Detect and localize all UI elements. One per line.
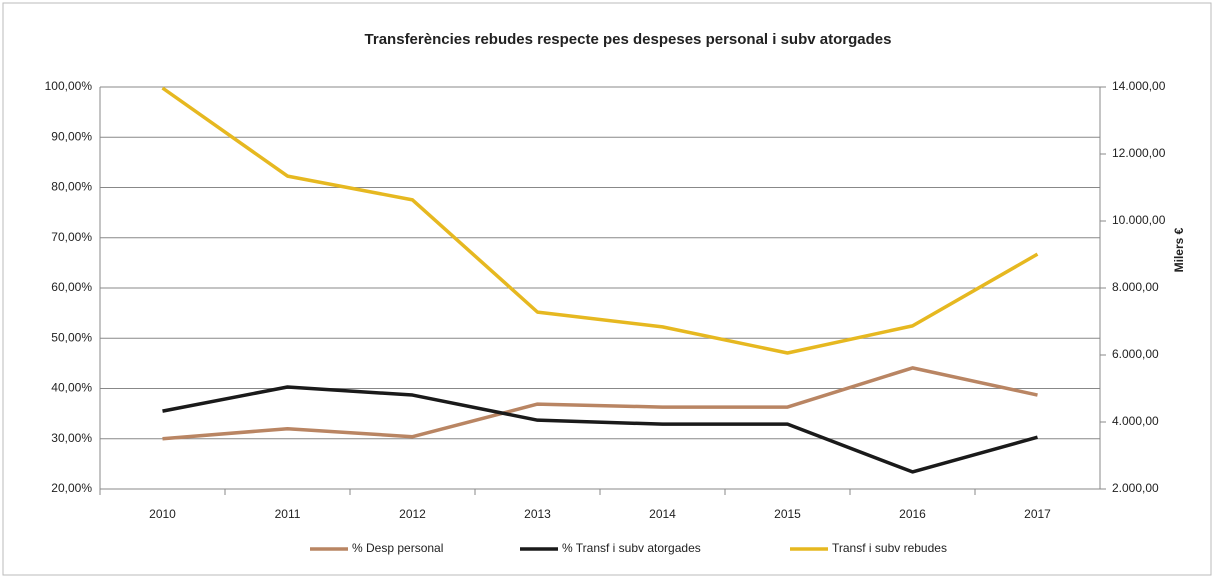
x-tick-label: 2013 bbox=[524, 507, 551, 521]
y-tick-label: 50,00% bbox=[51, 330, 92, 344]
y2-tick-label: 6.000,00 bbox=[1112, 347, 1159, 361]
x-tick-label: 2010 bbox=[149, 507, 176, 521]
legend-label: % Desp personal bbox=[352, 541, 443, 555]
y-tick-label: 40,00% bbox=[51, 381, 92, 395]
legend-label: % Transf i subv atorgades bbox=[562, 541, 701, 555]
y-tick-label: 80,00% bbox=[51, 180, 92, 194]
x-tick-label: 2014 bbox=[649, 507, 676, 521]
series-line bbox=[161, 86, 1039, 355]
x-tick-label: 2015 bbox=[774, 507, 801, 521]
legend-label: Transf i subv rebudes bbox=[832, 541, 947, 555]
y2-tick-label: 4.000,00 bbox=[1112, 414, 1159, 428]
y2-tick-label: 8.000,00 bbox=[1112, 280, 1159, 294]
chart-title: Transferències rebudes respecte pes desp… bbox=[365, 31, 892, 48]
y2-tick-label: 2.000,00 bbox=[1112, 481, 1159, 495]
y-tick-label: 100,00% bbox=[45, 79, 93, 93]
y-tick-label: 30,00% bbox=[51, 431, 92, 445]
y2-tick-label: 12.000,00 bbox=[1112, 146, 1166, 160]
x-tick-label: 2012 bbox=[399, 507, 426, 521]
x-tick-label: 2017 bbox=[1024, 507, 1051, 521]
y-tick-label: 20,00% bbox=[51, 481, 92, 495]
x-tick-label: 2016 bbox=[899, 507, 926, 521]
series-line bbox=[162, 385, 1038, 474]
y-tick-label: 60,00% bbox=[51, 280, 92, 294]
series-line bbox=[162, 366, 1038, 441]
x-tick-label: 2011 bbox=[275, 507, 301, 521]
y-tick-label: 90,00% bbox=[51, 129, 92, 143]
y2-tick-label: 14.000,00 bbox=[1112, 79, 1166, 93]
y2-tick-label: 10.000,00 bbox=[1112, 213, 1166, 227]
y-tick-label: 70,00% bbox=[51, 230, 92, 244]
y2-axis-title: Milers € bbox=[1172, 227, 1186, 272]
